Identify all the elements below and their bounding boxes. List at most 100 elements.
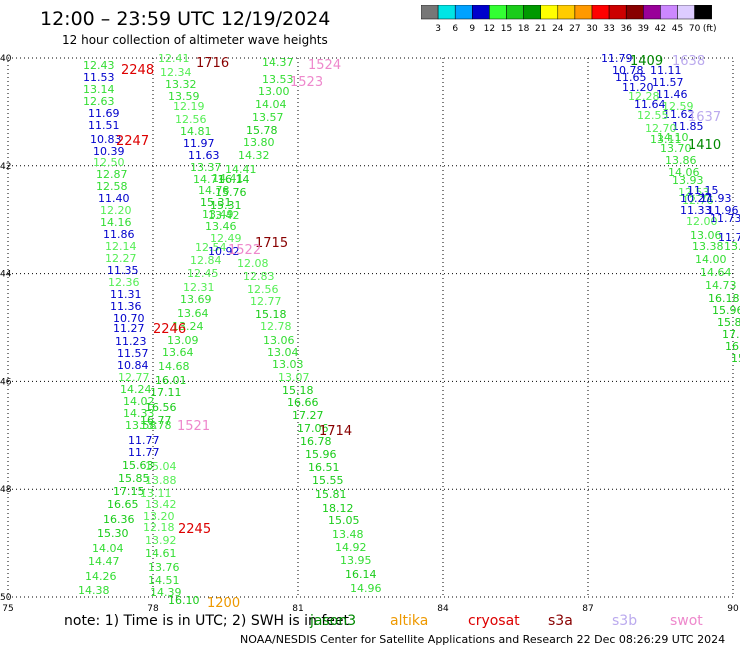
wave-height-value: 12.14 [105, 240, 137, 253]
wave-height-value: 16.01 [155, 374, 187, 387]
wave-height-value: 10.70 [113, 312, 145, 325]
wave-height-value: 11.73 [710, 212, 740, 225]
wave-height-value: 16.96 [725, 340, 740, 353]
wave-height-value: 14.51 [148, 574, 180, 587]
color-scale-label: 9 [469, 24, 475, 33]
wave-height-value: 15.04 [145, 460, 177, 473]
wave-height-value: 13.32 [165, 78, 197, 91]
wave-height-value: 16.18 [708, 292, 740, 305]
wave-height-value: 11.35 [107, 264, 139, 277]
wave-height-value: 10.27 [680, 192, 712, 205]
wave-height-value: 16.77 [140, 414, 172, 427]
wave-height-observations: 12.4311.5313.1412.6311.6911.5110.8310.39… [78, 52, 740, 607]
wave-height-value: 17.11 [150, 386, 182, 399]
wave-height-value: 12.36 [108, 276, 140, 289]
wave-height-value: 12.18 [143, 521, 175, 534]
footer-note: note: 1) Time is in UTC; 2) SWH is in fe… [64, 613, 350, 629]
mission-legend-item: jason3 [310, 613, 357, 629]
wave-height-value: 13.46 [205, 220, 237, 233]
wave-height-value: 13.76 [148, 561, 180, 574]
wave-height-value: 14.39 [150, 586, 182, 599]
wave-height-value: 14.26 [85, 570, 117, 583]
wave-height-value: 17.15 [113, 485, 145, 498]
wave-height-value: 14.32 [238, 149, 270, 162]
pass-time-label: 2246 [153, 322, 186, 337]
longitude-tick: 78 [147, 604, 159, 612]
wave-height-value: 11.57 [117, 347, 149, 360]
wave-height-value: 14.06 [668, 166, 700, 179]
pass-time-label: 1522 [228, 243, 261, 258]
latitude-tick: 46 [0, 377, 12, 387]
wave-height-value: 15.81 [315, 488, 347, 501]
wave-height-value: 12.87 [96, 168, 128, 181]
wave-height-value: 14.78 [198, 184, 230, 197]
wave-height-value: 14.73 [705, 279, 737, 292]
wave-height-value: 13.03 [272, 358, 304, 371]
wave-height-value: 13.58 [125, 419, 157, 432]
wave-height-value: 11.46 [656, 88, 688, 101]
wave-height-value: 15.18 [255, 308, 287, 321]
wave-height-value: 13.38 [692, 240, 724, 253]
wave-height-value: 10.84 [117, 359, 149, 372]
wave-height-value: 11.79 [601, 52, 633, 65]
pass-time-label: 1523 [290, 75, 323, 90]
wave-height-value: 12.28 [628, 90, 660, 103]
wave-height-value: 13.42 [208, 209, 240, 222]
wave-height-value: 12.70 [645, 122, 677, 135]
wave-height-value: 15.78 [246, 124, 278, 137]
wave-height-value: 12.78 [260, 320, 292, 333]
wave-height-value: 11.40 [98, 192, 130, 205]
wave-height-value: 16.51 [308, 461, 340, 474]
pass-time-label: 1200 [207, 596, 240, 611]
wave-height-value: 14.92 [335, 541, 367, 554]
wave-height-value: 12.49 [210, 232, 242, 245]
pass-time-label: 1715 [255, 236, 288, 251]
wave-height-value: 11.77 [128, 446, 160, 459]
color-scale-label: 45 [672, 24, 683, 33]
page-subtitle: 12 hour collection of altimeter wave hei… [62, 33, 328, 47]
wave-height-value: 13.11 [140, 487, 172, 500]
wave-height-value: 17.27 [292, 409, 324, 422]
color-scale-legend: 3 6 9 12 15 18 21 24 27 30 33 36 39 42 45 70 (ft) [421, 5, 717, 33]
wave-height-value: 13.20 [143, 510, 175, 523]
longitude-tick: 84 [437, 604, 449, 612]
wave-height-value: 13.59 [168, 90, 200, 103]
wave-height-value: 12.31 [183, 281, 215, 294]
latitude-tick: 40 [0, 54, 12, 64]
wave-height-value: 13.64 [162, 346, 194, 359]
wave-height-value: 12.77 [250, 295, 282, 308]
wave-height-value: 12.45 [187, 267, 219, 280]
wave-height-value: 17.04 [722, 328, 740, 341]
pass-time-label: 1524 [308, 58, 341, 73]
wave-height-value: 11.15 [687, 184, 719, 197]
wave-height-value: 14.47 [88, 555, 120, 568]
wave-height-value: 11.57 [652, 76, 684, 89]
wave-height-value: 14.41 [225, 163, 257, 176]
wave-height-value: 12.27 [105, 252, 137, 265]
wave-height-value: 13.06 [690, 229, 722, 242]
pass-time-label: 1714 [319, 424, 352, 439]
wave-height-value: 13.37 [190, 161, 222, 174]
wave-height-value: 14.64 [700, 266, 732, 279]
wave-height-value: 10.92 [208, 245, 240, 258]
wave-height-value: 14.04 [92, 542, 124, 555]
wave-height-value: 12.63 [83, 95, 115, 108]
wave-height-value: 13.42 [145, 498, 177, 511]
wave-height-value: 15.31 [210, 199, 242, 212]
wave-height-value: 13.80 [243, 136, 275, 149]
wave-height-value: 15.18 [282, 384, 314, 397]
wave-height-value: 16.66 [287, 396, 319, 409]
wave-height-value: 13.07 [278, 371, 310, 384]
wave-height-value: 15.05 [328, 514, 360, 527]
color-scale-unit: (ft) [703, 24, 717, 33]
wave-height-value: 12.58 [96, 180, 128, 193]
wave-height-value: 15.85 [731, 352, 740, 365]
color-scale-swatch [694, 5, 712, 20]
wave-height-value: 15.63 [122, 459, 154, 472]
latitude-tick: 42 [0, 162, 11, 172]
wave-height-value: 13.11 [650, 133, 682, 146]
wave-height-value: 15.85 [118, 472, 150, 485]
wave-height-value: 15.83 [717, 316, 740, 329]
wave-height-value: 12.76 [682, 194, 714, 207]
